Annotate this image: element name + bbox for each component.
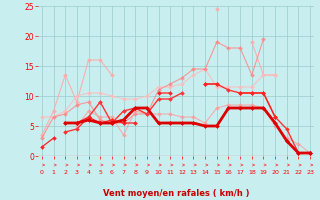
X-axis label: Vent moyen/en rafales ( km/h ): Vent moyen/en rafales ( km/h )	[103, 189, 249, 198]
